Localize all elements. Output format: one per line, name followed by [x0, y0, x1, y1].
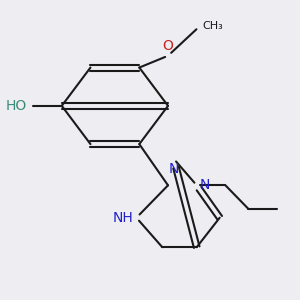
Text: NH: NH: [113, 211, 134, 225]
Text: N: N: [200, 178, 210, 192]
Text: HO: HO: [6, 99, 27, 113]
Text: O: O: [163, 39, 173, 53]
Text: CH₃: CH₃: [202, 21, 223, 31]
Text: N: N: [169, 162, 179, 176]
